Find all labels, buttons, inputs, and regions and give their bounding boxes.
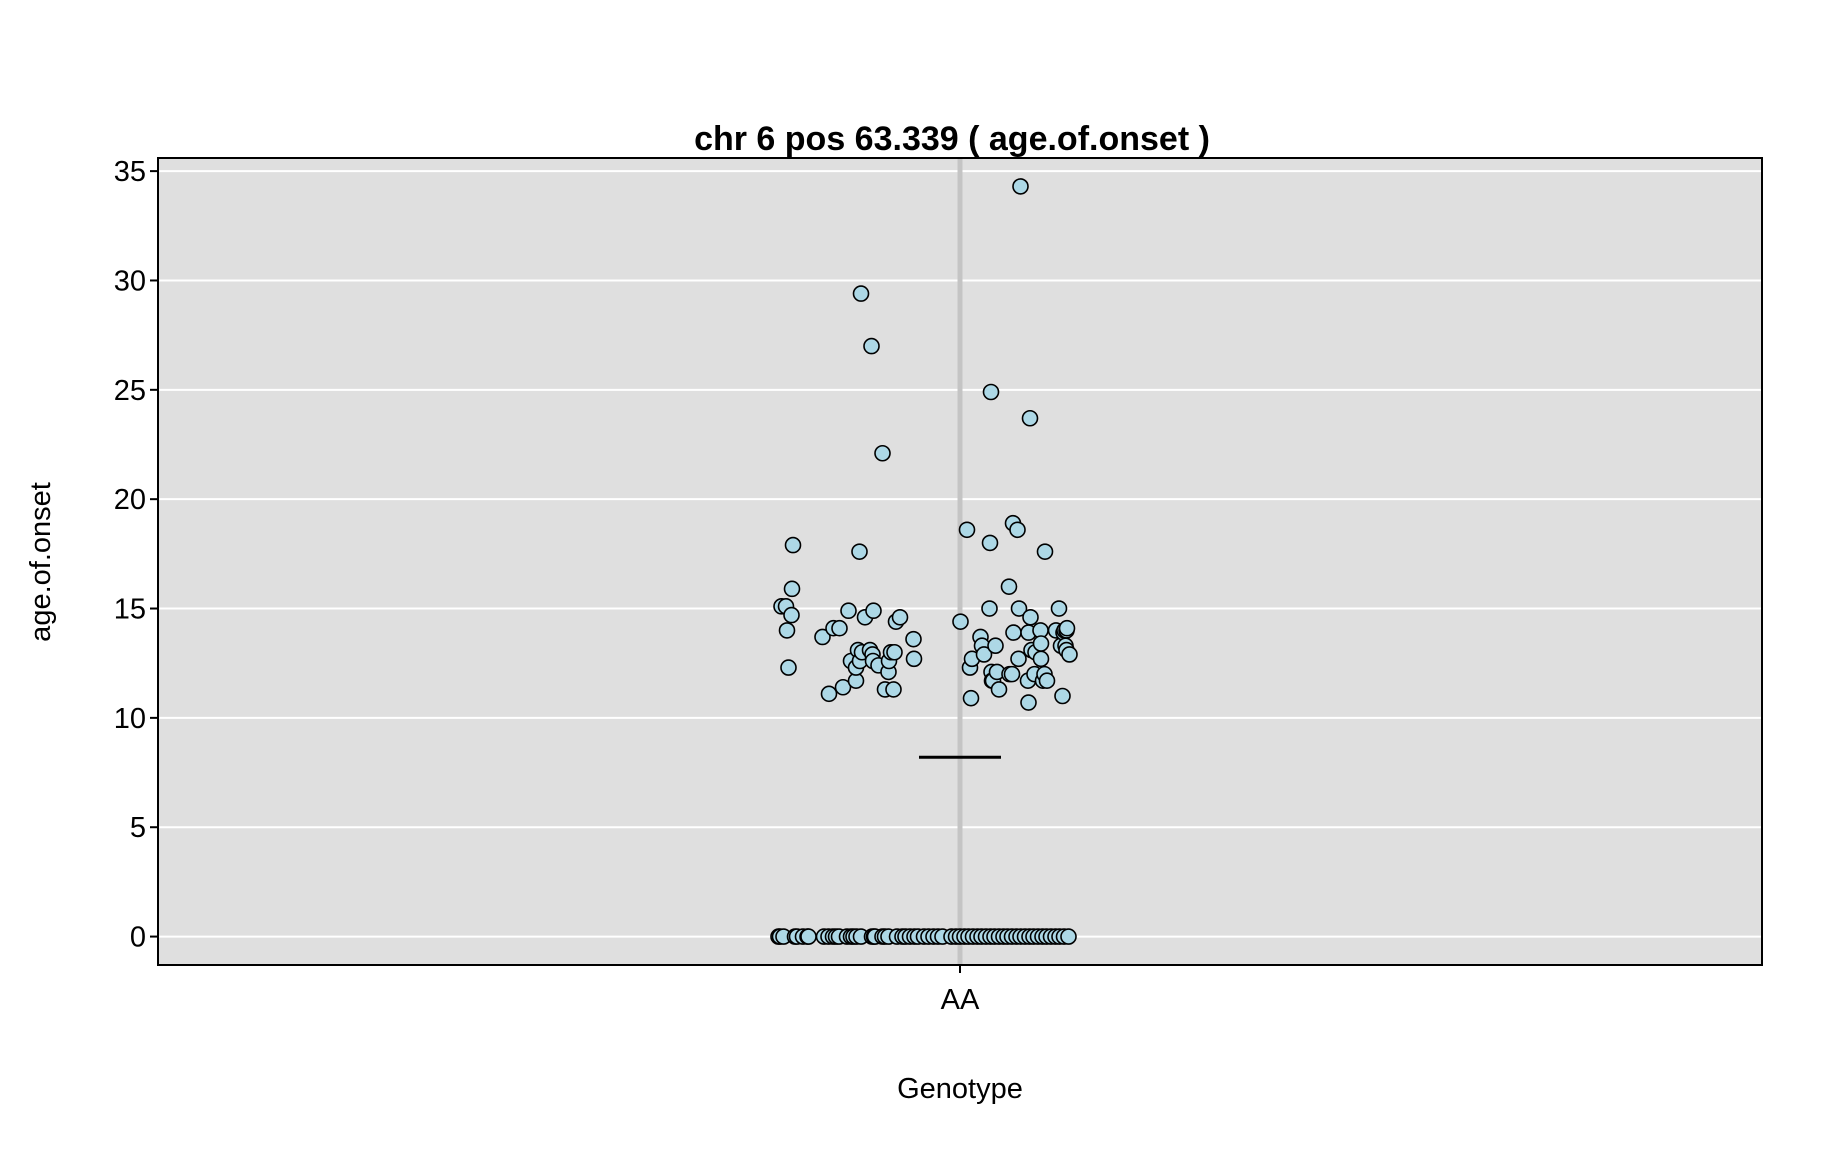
data-point bbox=[1021, 409, 1039, 427]
y-tick-label-15: 15 bbox=[114, 594, 146, 626]
data-point bbox=[952, 613, 969, 630]
y-tick-label-35: 35 bbox=[114, 156, 146, 188]
data-point bbox=[840, 602, 857, 620]
data-point bbox=[981, 534, 999, 552]
data-point bbox=[885, 681, 902, 698]
data-point bbox=[834, 678, 852, 696]
data-point bbox=[784, 536, 802, 554]
x-axis-label: Genotype bbox=[897, 1073, 1023, 1105]
data-point bbox=[886, 643, 903, 661]
data-point bbox=[851, 543, 868, 560]
y-tick-label-25: 25 bbox=[114, 375, 146, 407]
data-point bbox=[962, 689, 980, 707]
y-tick-label-5: 5 bbox=[130, 812, 146, 844]
y-tick-label-20: 20 bbox=[114, 484, 146, 516]
data-point bbox=[1000, 578, 1018, 595]
data-point bbox=[778, 622, 796, 639]
data-point bbox=[891, 608, 909, 626]
data-point bbox=[1012, 178, 1029, 195]
data-point bbox=[1054, 687, 1071, 705]
data-point bbox=[852, 285, 870, 302]
data-point bbox=[1022, 608, 1039, 626]
data-point bbox=[1010, 650, 1027, 668]
data-point bbox=[975, 646, 993, 663]
data-point bbox=[1061, 646, 1078, 663]
data-point bbox=[905, 650, 923, 668]
data-point bbox=[958, 521, 976, 539]
data-point bbox=[987, 637, 1004, 654]
data-point bbox=[1032, 635, 1050, 652]
chart-title: chr 6 pos 63.339 ( age.of.onset ) bbox=[694, 120, 1210, 158]
data-point bbox=[1032, 650, 1050, 668]
data-point bbox=[990, 681, 1008, 698]
data-point bbox=[780, 659, 797, 676]
data-point bbox=[814, 628, 831, 646]
data-point bbox=[865, 602, 882, 620]
data-point bbox=[1020, 694, 1037, 711]
data-point bbox=[800, 928, 817, 945]
data-point bbox=[874, 444, 891, 462]
data-point bbox=[1003, 665, 1021, 683]
data-point bbox=[1060, 928, 1077, 945]
data-point bbox=[1050, 600, 1068, 617]
y-tick-label-0: 0 bbox=[130, 922, 146, 954]
data-point bbox=[1010, 600, 1028, 617]
data-point bbox=[981, 600, 998, 617]
y-axis: 0 5 10 15 20 25 30 35 bbox=[114, 156, 158, 954]
data-point bbox=[1038, 672, 1056, 689]
data-points bbox=[770, 178, 1078, 945]
y-tick-label-10: 10 bbox=[114, 703, 146, 735]
x-tick-label-aa: AA bbox=[941, 984, 980, 1016]
data-point bbox=[783, 606, 800, 624]
data-point bbox=[831, 619, 848, 637]
data-point bbox=[1036, 543, 1054, 560]
data-point bbox=[863, 337, 880, 355]
data-point bbox=[905, 630, 922, 648]
data-point bbox=[1058, 619, 1076, 637]
data-point bbox=[1005, 624, 1022, 641]
data-point bbox=[783, 580, 801, 598]
y-tick-label-30: 30 bbox=[114, 265, 146, 297]
data-point bbox=[1009, 521, 1026, 539]
data-point bbox=[982, 383, 1000, 401]
x-axis: AA bbox=[941, 965, 980, 1016]
data-point bbox=[820, 685, 838, 703]
y-axis-label: age.of.onset bbox=[25, 482, 57, 642]
